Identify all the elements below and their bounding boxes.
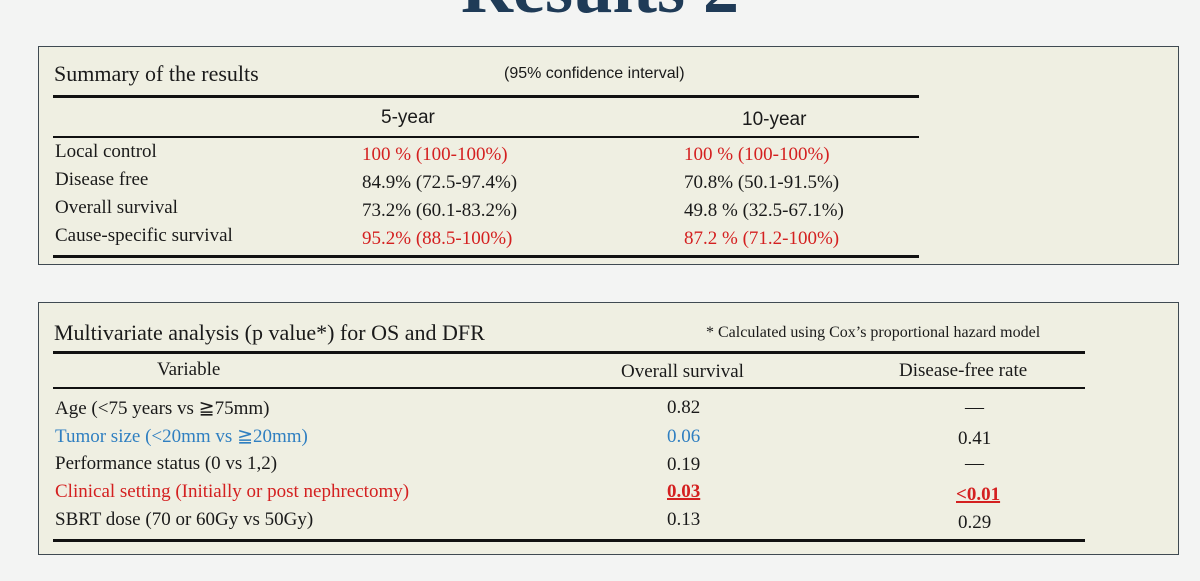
summary-panel: Summary of the results (95% confidence i… [38,46,1179,265]
cause-specific-survival-10yr: 87.2 % (71.2-100%) [684,228,840,249]
confidence-interval-note: (95% confidence interval) [504,65,685,82]
overall-survival-5yr: 73.2% (60.1-83.2%) [362,200,518,221]
row-label-sbrt-dose: SBRT dose (70 or 60Gy vs 50Gy) [55,509,314,530]
col-header-10-year: 10-year [742,109,807,130]
local-control-10yr: 100 % (100-100%) [684,144,830,165]
clinical-setting-os-p: 0.03 [667,481,701,502]
row-label-overall-survival: Overall survival [55,197,178,218]
disease-free-10yr: 70.8% (50.1-91.5%) [684,172,840,193]
cause-specific-survival-5yr: 95.2% (88.5-100%) [362,228,513,249]
tumor-size-dfr-p: 0.41 [958,428,992,449]
multivariate-title: Multivariate analysis (p value*) for OS … [54,320,485,345]
local-control-5yr: 100 % (100-100%) [362,144,508,165]
row-label-performance-status: Performance status (0 vs 1,2) [55,453,278,474]
header-rule [53,136,919,138]
sbrt-dose-dfr-p: 0.29 [958,512,992,533]
col-header-variable: Variable [157,359,221,380]
top-rule [53,95,919,98]
row-label-clinical-setting: Clinical setting (Initially or post neph… [55,481,410,502]
row-label-cause-specific-survival: Cause-specific survival [55,225,233,246]
row-label-local-control: Local control [55,141,157,162]
age-os-p: 0.82 [667,397,701,418]
col-header-5-year: 5-year [381,107,435,128]
header-rule [53,387,1085,389]
overall-survival-10yr: 49.8 % (32.5-67.1%) [684,200,844,221]
row-label-tumor-size: Tumor size (<20mm vs ≧20mm) [55,426,308,447]
top-rule [53,351,1085,354]
performance-status-os-p: 0.19 [667,454,701,475]
sbrt-dose-os-p: 0.13 [667,509,701,530]
col-header-overall-survival: Overall survival [621,361,744,382]
col-header-disease-free-rate: Disease-free rate [899,360,1028,381]
tumor-size-os-p: 0.06 [667,426,701,447]
row-label-age: Age (<75 years vs ≧75mm) [55,398,270,419]
multivariate-panel: Multivariate analysis (p value*) for OS … [38,302,1179,555]
slide-title: Results 2 [0,0,1200,18]
row-label-disease-free: Disease free [55,169,149,190]
cox-model-footnote: * Calculated using Cox’s proportional ha… [706,324,1041,341]
summary-title: Summary of the results [54,61,259,86]
clinical-setting-dfr-p: <0.01 [956,484,1001,505]
bottom-rule [53,539,1085,542]
performance-status-dfr-p: — [965,453,984,474]
age-dfr-p: — [965,397,984,418]
bottom-rule [53,255,919,258]
disease-free-5yr: 84.9% (72.5-97.4%) [362,172,518,193]
